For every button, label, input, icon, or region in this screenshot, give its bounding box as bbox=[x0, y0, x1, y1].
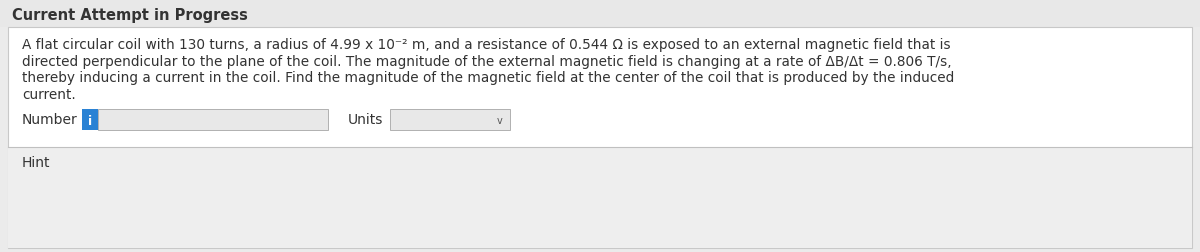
Bar bbox=[82, 110, 98, 131]
Text: Units: Units bbox=[348, 113, 383, 127]
Text: Hint: Hint bbox=[22, 155, 50, 169]
Bar bbox=[98, 110, 328, 131]
Text: v: v bbox=[497, 116, 503, 126]
Text: directed perpendicular to the plane of the coil. The magnitude of the external m: directed perpendicular to the plane of t… bbox=[22, 54, 952, 68]
Text: current.: current. bbox=[22, 87, 76, 101]
Bar bbox=[390, 110, 510, 131]
Bar bbox=[8, 28, 1192, 248]
Text: A flat circular coil with 130 turns, a radius of 4.99 x 10⁻² m, and a resistance: A flat circular coil with 130 turns, a r… bbox=[22, 38, 950, 52]
Text: Current Attempt in Progress: Current Attempt in Progress bbox=[12, 8, 248, 23]
Text: i: i bbox=[88, 115, 92, 128]
Bar bbox=[8, 147, 1192, 248]
Text: thereby inducing a current in the coil. Find the magnitude of the magnetic field: thereby inducing a current in the coil. … bbox=[22, 71, 954, 85]
Text: Number: Number bbox=[22, 113, 78, 127]
Bar bbox=[0, 0, 1200, 28]
